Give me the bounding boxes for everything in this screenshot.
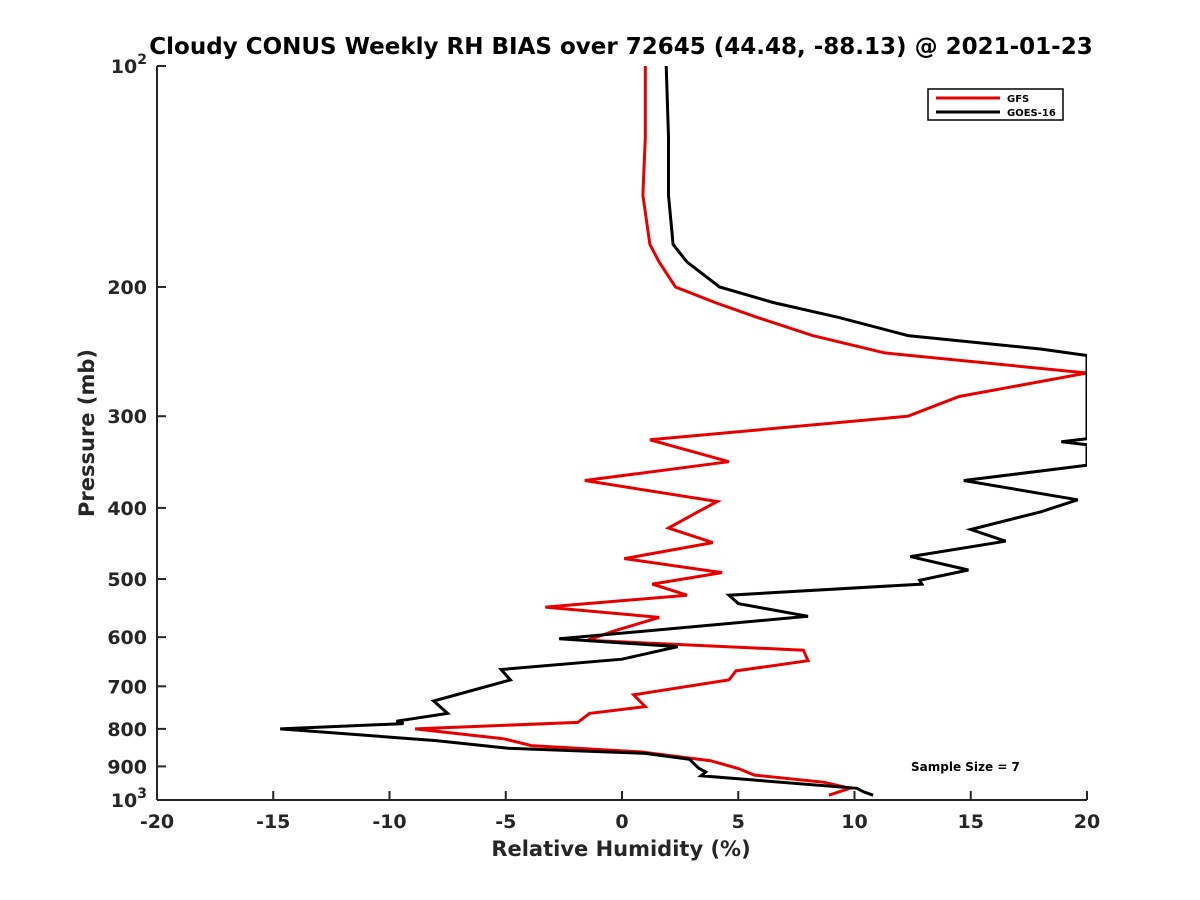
x-tick-label: -5 — [495, 811, 516, 833]
y-tick-label: 600 — [107, 627, 147, 649]
x-tick-label: -15 — [256, 811, 290, 833]
y-tick-label: 300 — [107, 406, 147, 428]
y-tick-label: 900 — [107, 756, 147, 778]
axes-group: -20 -15 -10 -5 0 5 10 15 20 102 200 300 400 500 600 700… — [107, 52, 1100, 833]
x-tick-label: 5 — [732, 811, 745, 833]
legend-box — [927, 88, 1064, 121]
series-line-gfs — [414, 66, 1087, 797]
plot-series-group — [280, 66, 1087, 797]
x-tick-label: 15 — [958, 811, 984, 833]
x-tick-label: 10 — [841, 811, 867, 833]
x-tick-label: 20 — [1074, 811, 1100, 833]
x-tick-label: -20 — [140, 811, 174, 833]
series-line-goes-16 — [280, 66, 1087, 797]
legend: GFS GOES-16 — [927, 88, 1064, 121]
x-tick-label: -10 — [372, 811, 406, 833]
legend-label-gfs: GFS — [1007, 94, 1029, 105]
legend-label-goes-16: GOES-16 — [1007, 108, 1056, 119]
x-tick-label: 0 — [615, 811, 628, 833]
y-tick-label: 200 — [107, 277, 147, 299]
y-tick-label: 800 — [107, 719, 147, 741]
chart-title: Cloudy CONUS Weekly RH BIAS over 72645 (… — [149, 34, 1092, 60]
y-axis-label: Pressure (mb) — [75, 349, 99, 517]
y-tick-label: 400 — [107, 498, 147, 520]
x-axis-label: Relative Humidity (%) — [491, 837, 750, 861]
y-tick-label: 102 — [111, 52, 147, 78]
sample-size-annotation: Sample Size = 7 — [911, 760, 1020, 774]
y-tick-label: 500 — [107, 569, 147, 591]
y-tick-label: 103 — [111, 786, 147, 812]
y-tick-label: 700 — [107, 676, 147, 698]
